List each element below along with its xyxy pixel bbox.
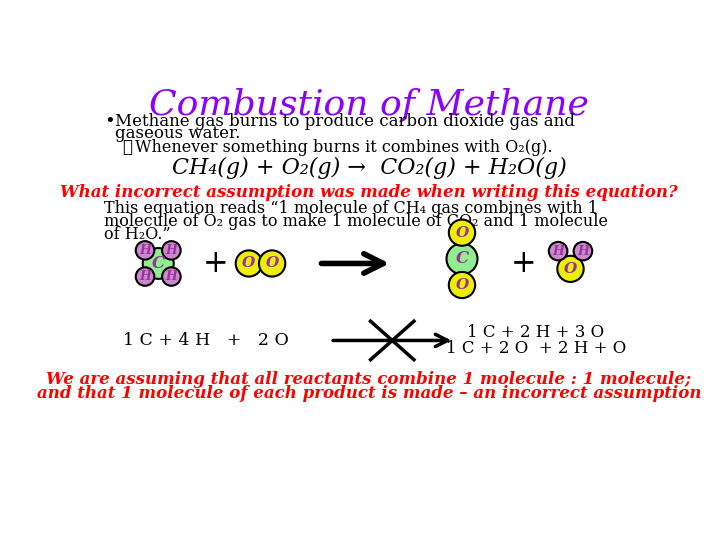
Text: ✓: ✓	[122, 139, 132, 156]
Text: +: +	[203, 248, 228, 279]
Circle shape	[136, 241, 154, 260]
Text: H: H	[552, 245, 564, 258]
Text: C: C	[455, 251, 469, 267]
Text: O: O	[266, 256, 279, 271]
Text: We are assuming that all reactants combine 1 molecule : 1 molecule;: We are assuming that all reactants combi…	[46, 372, 692, 388]
Text: H: H	[166, 244, 177, 257]
Circle shape	[235, 251, 262, 276]
Text: This equation reads “1 molecule of CH₄ gas combines with 1: This equation reads “1 molecule of CH₄ g…	[104, 200, 598, 217]
Circle shape	[136, 267, 154, 286]
Text: molecule of O₂ gas to make 1 molecule of CO₂ and 1 molecule: molecule of O₂ gas to make 1 molecule of…	[104, 213, 608, 230]
Text: gaseous water.: gaseous water.	[114, 125, 240, 142]
Circle shape	[549, 242, 567, 260]
Text: 1 C + 4 H   +   2 O: 1 C + 4 H + 2 O	[123, 332, 289, 349]
Text: C: C	[152, 255, 165, 272]
Circle shape	[162, 241, 181, 260]
Circle shape	[574, 242, 593, 260]
Text: 1 C + 2 O  + 2 H + O: 1 C + 2 O + 2 H + O	[446, 340, 626, 356]
Circle shape	[162, 267, 181, 286]
Text: Combustion of Methane: Combustion of Methane	[149, 88, 589, 122]
Circle shape	[143, 248, 174, 279]
Text: Methane gas burns to produce carbon dioxide gas and: Methane gas burns to produce carbon diox…	[114, 112, 575, 130]
Circle shape	[259, 251, 285, 276]
Text: H: H	[577, 245, 589, 258]
Circle shape	[449, 220, 475, 246]
Circle shape	[446, 244, 477, 274]
Text: 1 C + 2 H + 3 O: 1 C + 2 H + 3 O	[467, 324, 604, 341]
Text: What incorrect assumption was made when writing this equation?: What incorrect assumption was made when …	[60, 184, 678, 201]
Text: H: H	[139, 270, 151, 283]
Text: •: •	[104, 112, 114, 131]
Text: and that 1 molecule of each product is made – an incorrect assumption: and that 1 molecule of each product is m…	[37, 385, 701, 402]
Text: CH₄(g) + O₂(g) →  CO₂(g) + H₂O(g): CH₄(g) + O₂(g) → CO₂(g) + H₂O(g)	[171, 157, 567, 179]
Text: +: +	[511, 248, 537, 279]
Circle shape	[449, 272, 475, 298]
Text: O: O	[455, 226, 469, 240]
Text: O: O	[242, 256, 256, 271]
Text: Whenever something burns it combines with O₂(g).: Whenever something burns it combines wit…	[135, 139, 552, 156]
Text: H: H	[139, 244, 151, 257]
Text: O: O	[455, 278, 469, 292]
Circle shape	[557, 256, 584, 282]
Text: of H₂O.”: of H₂O.”	[104, 226, 171, 243]
Text: H: H	[166, 270, 177, 283]
Text: O: O	[564, 262, 577, 276]
